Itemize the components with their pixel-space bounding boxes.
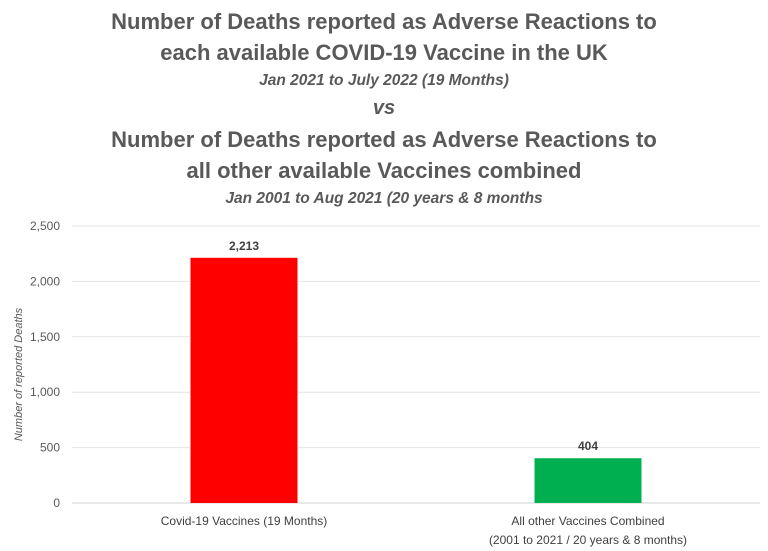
y-tick-label: 2,000 [30, 274, 60, 288]
title-line-1: Number of Deaths reported as Adverse Rea… [111, 9, 657, 34]
subtitle-line-1: Jan 2021 to July 2022 (19 Months) [259, 72, 509, 89]
x-axis-categories: Covid-19 Vaccines (19 Months) All other V… [161, 514, 687, 547]
y-axis-ticks: 0 500 1,000 1,500 2,000 2,500 [30, 219, 60, 510]
gridlines [72, 225, 760, 504]
bar [534, 458, 642, 503]
subtitle-line-2: Jan 2001 to Aug 2021 (20 years & 8 month… [225, 190, 543, 207]
title-line-4: all other available Vaccines combined [186, 158, 582, 183]
data-label: 404 [578, 439, 598, 453]
bar [190, 257, 298, 503]
title-line-3: Number of Deaths reported as Adverse Rea… [111, 127, 657, 152]
y-tick-label: 1,000 [30, 385, 60, 399]
y-axis-title: Number of reported Deaths [13, 307, 25, 441]
y-tick-label: 2,500 [30, 219, 60, 233]
title-line-2: each available COVID-19 Vaccine in the U… [160, 40, 608, 65]
x-category-label: Covid-19 Vaccines (19 Months) [161, 514, 328, 528]
data-label: 2,213 [229, 239, 259, 253]
x-category-label: All other Vaccines Combined [511, 514, 664, 528]
x-category-label: (2001 to 2021 / 20 years & 8 months) [489, 533, 687, 547]
y-tick-label: 500 [40, 441, 60, 455]
y-tick-label: 1,500 [30, 330, 60, 344]
bars [190, 257, 642, 503]
data-labels: 2,213 404 [229, 239, 598, 453]
y-tick-label: 0 [53, 496, 60, 510]
vs-label: vs [372, 97, 396, 119]
